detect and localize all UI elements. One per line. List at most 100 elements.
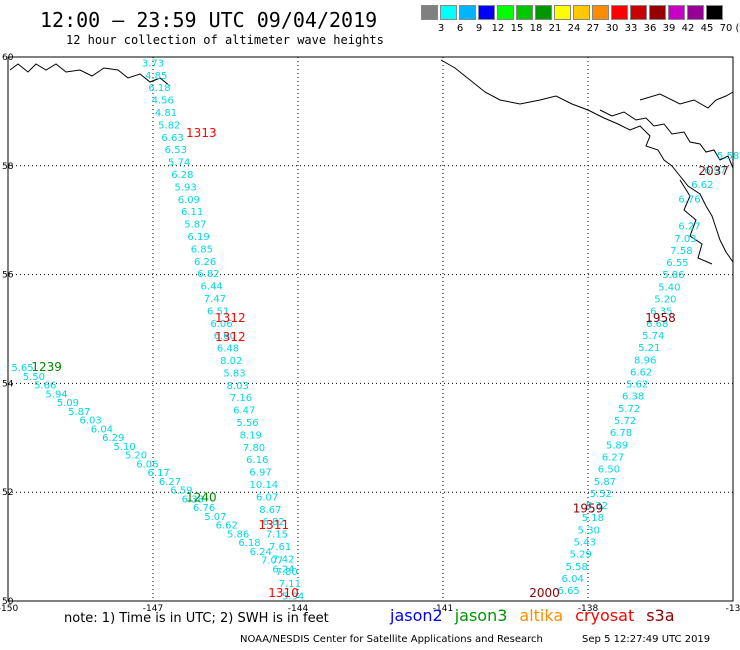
swh-value: 5.18: [582, 513, 604, 524]
swh-value: 6.38: [182, 494, 204, 505]
swh-value: 3.73: [142, 58, 164, 69]
legend-label: 3: [437, 23, 445, 34]
swh-value: 5.50: [23, 372, 45, 383]
time-label: 1310: [268, 586, 299, 600]
swh-value: 5.83: [223, 368, 245, 379]
swh-value: 7.42: [272, 554, 294, 565]
swh-value: 6.27: [602, 452, 624, 463]
lat-tick-label: 60: [2, 53, 14, 63]
swh-value: 7.16: [230, 393, 252, 404]
legend-swatch: [478, 5, 495, 20]
lon-tick-label: -13: [726, 604, 740, 614]
lon-tick-label: -144: [288, 604, 309, 614]
lat-tick-label: 52: [2, 488, 13, 498]
swh-value: 5.72: [614, 416, 636, 427]
swh-value: 7.11: [279, 579, 301, 590]
swh-value: 6.38: [622, 392, 644, 403]
legend-swatch: [687, 5, 704, 20]
swh-value: 6.44: [201, 282, 223, 293]
swh-value: 6.55: [666, 258, 688, 269]
swh-value: 5.74: [168, 158, 190, 169]
swh-value: 6.03: [79, 416, 101, 427]
swh-value: 4.85: [145, 71, 167, 82]
legend-swatch: [497, 5, 514, 20]
swh-value: 10.14: [250, 480, 279, 491]
swh-value: 5.87: [68, 407, 90, 418]
swh-value: 7.80: [243, 443, 265, 454]
lon-tick-label: -150: [0, 604, 18, 614]
time-label: 1311: [259, 518, 290, 532]
swh-value: 6.97: [704, 165, 726, 176]
swh-value: 6.47: [233, 406, 255, 417]
swh-value: 6.68: [646, 319, 668, 330]
map-subtitle: 12 hour collection of altimeter wave hei…: [66, 33, 384, 47]
legend-swatch: [421, 5, 438, 20]
swh-value: 4.81: [155, 108, 177, 119]
swh-value: 5.09: [57, 398, 79, 409]
swh-value: 5.20: [125, 451, 147, 462]
time-label: 1312: [215, 311, 246, 325]
time-label: 1312: [215, 330, 246, 344]
swh-value: 6.26: [194, 257, 216, 268]
swh-value: 6.24: [250, 547, 272, 558]
lat-tick-label: 54: [2, 379, 14, 389]
legend-label: 70: [719, 23, 733, 34]
swh-value: 5.74: [642, 331, 664, 342]
legend-label: 15: [510, 23, 524, 34]
map-frame: [7, 56, 734, 602]
swh-value: 6.62: [216, 521, 238, 532]
legend-swatch: [573, 5, 590, 20]
swh-value: 5.43: [574, 538, 596, 549]
coastline-inlets: [679, 179, 713, 265]
swh-value: 8.67: [259, 505, 281, 516]
satellite-legend: jason2 jason3 altika cryosat s3a: [390, 606, 687, 625]
swh-value: 5.62: [626, 380, 648, 391]
legend-label: 39: [662, 23, 676, 34]
swh-value: 6.97: [249, 468, 271, 479]
legend-label: 42: [681, 23, 695, 34]
time-label: 1239: [31, 360, 62, 374]
satellite-s3a: s3a: [646, 606, 675, 625]
swh-value: 5.86: [662, 270, 684, 281]
legend-swatch: [592, 5, 609, 20]
legend-swatch: [554, 5, 571, 20]
legend-label: 30: [605, 23, 619, 34]
lon-tick-label: -147: [143, 604, 163, 614]
swh-value: 5.29: [570, 550, 592, 561]
swh-value: 7.47: [204, 294, 226, 305]
swh-value: 8.03: [227, 381, 249, 392]
legend-swatch: [459, 5, 476, 20]
swh-value: 6.59: [170, 486, 192, 497]
legend-label: 24: [567, 23, 581, 34]
swh-value: 5.21: [638, 343, 660, 354]
swh-value: 5.52: [590, 489, 612, 500]
legend-label: 36: [643, 23, 657, 34]
swh-value: 6.19: [188, 232, 210, 243]
swh-value: 6.76: [678, 194, 700, 205]
satellite-altika: altika: [519, 606, 564, 625]
swh-value: 7.58: [670, 246, 692, 257]
swh-value: 6.06: [210, 319, 232, 330]
swh-value: 6.51: [207, 306, 229, 317]
swh-value: 6.06: [136, 459, 158, 470]
legend-label: 27: [586, 23, 600, 34]
swh-value: 5.20: [654, 295, 676, 306]
swh-value: 5.10: [113, 442, 135, 453]
legend-swatch: [611, 5, 628, 20]
time-label: 2000: [529, 586, 560, 600]
coastline-kenai: [9, 63, 171, 87]
swh-value: 6.35: [650, 307, 672, 318]
swh-value: 7.03: [674, 234, 696, 245]
coastline-alaska: [440, 59, 734, 263]
swh-value: 5.93: [174, 182, 196, 193]
swh-value: 6.62: [691, 180, 713, 191]
swh-value: 6.07: [256, 492, 278, 503]
swh-value: 6.16: [246, 455, 268, 466]
swh-value: 5.30: [578, 525, 600, 536]
legend-unit: (ft): [735, 23, 740, 34]
footer: NOAA/NESDIS Center for Satellite Applica…: [240, 634, 710, 645]
time-label: 1959: [573, 502, 604, 516]
swh-value: 5.72: [618, 404, 640, 415]
note-text: note: 1) Time is in UTC; 2) SWH is in fe…: [64, 611, 329, 626]
swh-value: 5.65: [11, 363, 33, 374]
